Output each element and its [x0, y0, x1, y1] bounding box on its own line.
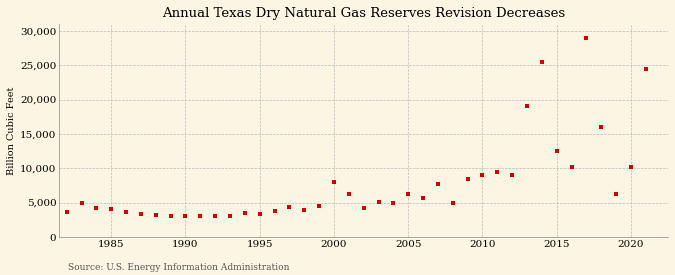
Point: [388, 200, 399, 205]
Point: [522, 104, 533, 109]
Point: [581, 35, 592, 40]
Point: [507, 173, 518, 177]
Point: [151, 213, 161, 217]
Point: [240, 211, 250, 215]
Point: [433, 182, 443, 186]
Point: [284, 205, 295, 210]
Point: [566, 165, 577, 169]
Point: [106, 207, 117, 211]
Point: [254, 211, 265, 216]
Point: [165, 214, 176, 219]
Point: [462, 177, 473, 182]
Point: [225, 214, 236, 219]
Point: [477, 173, 488, 177]
Point: [180, 214, 191, 219]
Point: [373, 200, 384, 204]
Point: [76, 200, 87, 205]
Point: [403, 192, 414, 197]
Point: [551, 149, 562, 153]
Point: [492, 169, 503, 174]
Point: [448, 200, 458, 205]
Point: [269, 209, 280, 213]
Point: [121, 210, 132, 214]
Point: [210, 213, 221, 218]
Point: [641, 66, 651, 71]
Point: [596, 125, 607, 129]
Point: [91, 206, 102, 210]
Point: [195, 213, 206, 218]
Point: [418, 196, 429, 200]
Point: [358, 206, 369, 210]
Text: Source: U.S. Energy Information Administration: Source: U.S. Energy Information Administ…: [68, 263, 289, 272]
Title: Annual Texas Dry Natural Gas Reserves Revision Decreases: Annual Texas Dry Natural Gas Reserves Re…: [162, 7, 565, 20]
Point: [611, 191, 622, 196]
Point: [537, 59, 547, 64]
Point: [344, 192, 354, 197]
Y-axis label: Billion Cubic Feet: Billion Cubic Feet: [7, 86, 16, 175]
Point: [329, 180, 340, 184]
Point: [626, 165, 637, 169]
Point: [61, 209, 72, 214]
Point: [299, 207, 310, 212]
Point: [314, 204, 325, 208]
Point: [136, 212, 146, 216]
